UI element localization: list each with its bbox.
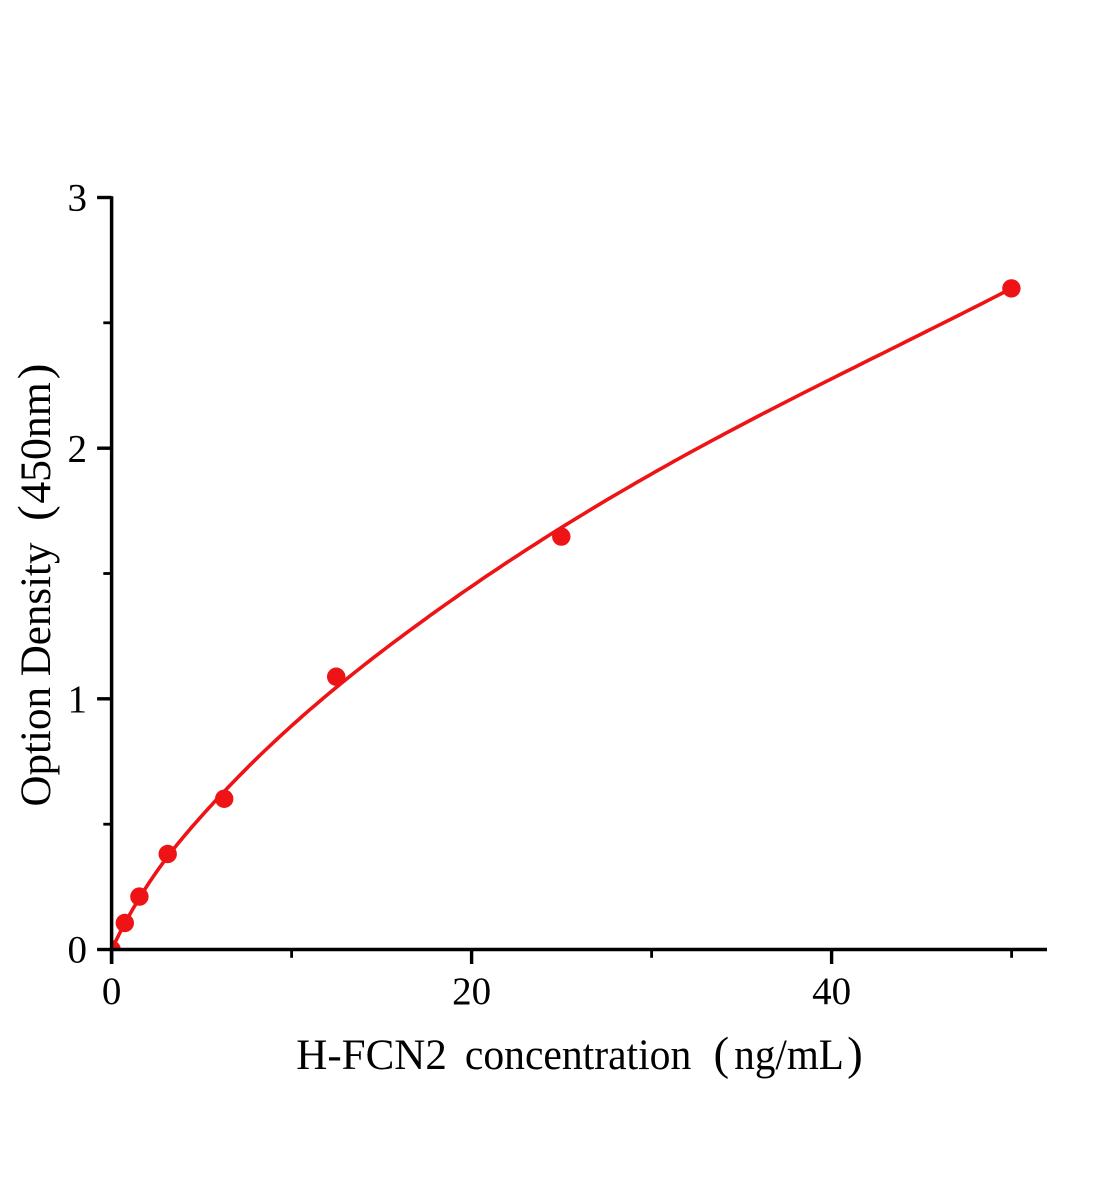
svg-text:40: 40 <box>812 970 851 1013</box>
svg-text:0: 0 <box>68 929 88 972</box>
svg-text:Option Density(450nm): Option Density(450nm) <box>9 364 61 807</box>
svg-text:3: 3 <box>68 177 88 220</box>
svg-text:20: 20 <box>452 970 491 1013</box>
svg-text:2: 2 <box>68 427 88 470</box>
svg-text:0: 0 <box>102 970 122 1013</box>
svg-text:1: 1 <box>68 678 88 721</box>
